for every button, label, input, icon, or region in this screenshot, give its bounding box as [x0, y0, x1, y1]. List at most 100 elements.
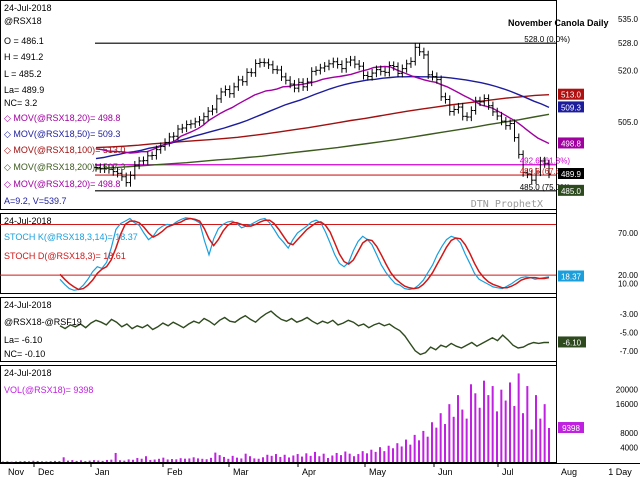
price-bar — [283, 72, 288, 85]
price-bars — [94, 43, 551, 187]
volume-bar — [318, 456, 321, 462]
price-bar — [175, 124, 180, 141]
price-header-last: La= 489.9 — [4, 85, 44, 95]
period-label: 1 Day — [608, 467, 632, 477]
price-footer-label: A=9.2, V=539.7 — [4, 196, 67, 206]
volume-bar — [283, 454, 286, 462]
volume-bar — [504, 400, 507, 462]
price-bar — [339, 60, 344, 73]
price-bar — [490, 101, 495, 116]
price-bar — [547, 159, 551, 179]
price-bar — [184, 120, 189, 133]
volume-bar — [409, 444, 412, 462]
spread-nc-label: NC= -0.10 — [4, 349, 45, 359]
price-bar — [344, 57, 349, 73]
volume-bar — [301, 456, 303, 462]
price-bar — [119, 169, 124, 181]
volume-bar — [444, 424, 446, 462]
volume-bar — [218, 455, 221, 462]
volume-bar — [470, 384, 472, 462]
volume-bar — [244, 453, 247, 462]
volume-tick-3: 4000 — [620, 444, 638, 453]
volume-bar — [49, 461, 52, 462]
price-bar — [495, 107, 500, 121]
volume-bar — [2, 461, 4, 463]
volume-bar — [266, 454, 269, 462]
price-bar — [167, 132, 172, 147]
volume-bar — [257, 458, 260, 462]
x-label-apr: Apr — [302, 467, 316, 477]
price-header-date: 24-Jul-2018 — [4, 3, 52, 13]
volume-bar — [400, 446, 403, 462]
volume-bar — [292, 455, 295, 462]
price-bar — [262, 58, 267, 67]
volume-bar — [262, 457, 264, 462]
hline-label-1: 492.6 (61.8%) — [520, 157, 571, 166]
volume-bar — [309, 455, 312, 462]
price-chart-title: November Canola Daily — [508, 18, 609, 28]
volume-bar — [487, 395, 490, 462]
spread-tag-bg — [558, 336, 586, 348]
volume-bar — [448, 404, 451, 462]
volume-bar — [496, 411, 498, 462]
price-bar — [374, 65, 379, 78]
price-moving-averages — [95, 65, 550, 170]
price-bar — [249, 68, 254, 77]
spread-tick-0: -3.00 — [620, 310, 639, 319]
spread-tick-1: -5.00 — [620, 328, 639, 337]
price-bar — [538, 156, 543, 177]
x-label-jan: Jan — [95, 467, 110, 477]
volume-bar — [539, 418, 542, 462]
volume-bar — [270, 455, 273, 462]
volume-bar — [509, 382, 511, 462]
volume-panel-frame — [0, 365, 557, 463]
price-header-high: H = 491.2 — [4, 52, 43, 62]
price-bar — [314, 66, 319, 76]
volume-bar — [439, 413, 442, 462]
hline-label-0: 528.0 (0.0%) — [524, 35, 570, 44]
price-bar — [421, 47, 426, 59]
price-bar — [193, 117, 198, 129]
volume-bar — [84, 461, 87, 462]
price-bar — [447, 95, 452, 116]
price-tag: 513.0 — [558, 88, 584, 100]
spread-header-date: 24-Jul-2018 — [4, 300, 52, 310]
volume-bar — [517, 373, 520, 462]
volume-bar — [335, 452, 338, 462]
stoch-tag-text: 18.37 — [561, 272, 582, 281]
stoch-tag: 18.37 — [558, 270, 584, 282]
price-bar — [275, 65, 280, 75]
price-tick-2: 520.0 — [618, 67, 639, 76]
price-bar — [482, 94, 487, 107]
volume-bar — [145, 456, 147, 462]
price-bar — [301, 78, 306, 91]
price-bar — [469, 106, 474, 122]
indicator-label-3: ◇ MOV(@RSX18,200)= 507.3 — [4, 162, 125, 172]
price-tag-bg — [558, 137, 584, 149]
volume-bar — [71, 460, 74, 462]
price-bar — [201, 112, 206, 125]
price-tag-text: 509.3 — [561, 103, 582, 112]
volume-bar — [548, 428, 550, 462]
volume-bar — [162, 457, 165, 462]
volume-bar — [331, 455, 334, 462]
volume-bar — [97, 460, 100, 462]
volume-bar — [305, 453, 308, 462]
volume-bar — [474, 393, 477, 462]
x-label-jul: Jul — [502, 467, 514, 477]
volume-bar — [214, 452, 217, 462]
price-bar — [245, 68, 249, 86]
indicator-label-0: ◇ MOV(@RSX18,20)= 498.8 — [4, 113, 120, 123]
price-header-open: O = 486.1 — [4, 36, 44, 46]
volume-bar — [361, 451, 364, 462]
x-label-mar: Mar — [233, 467, 249, 477]
volume-bar — [418, 440, 420, 462]
price-bar — [106, 164, 111, 174]
price-bar — [426, 50, 431, 79]
spread-series-0 — [59, 310, 549, 356]
stoch-tick-0: 70.00 — [618, 229, 639, 238]
volume-bar — [45, 461, 48, 462]
stoch-tick-2: 10.00 — [618, 280, 639, 289]
price-tag-text: 485.0 — [561, 187, 582, 196]
price-bar — [477, 96, 482, 107]
